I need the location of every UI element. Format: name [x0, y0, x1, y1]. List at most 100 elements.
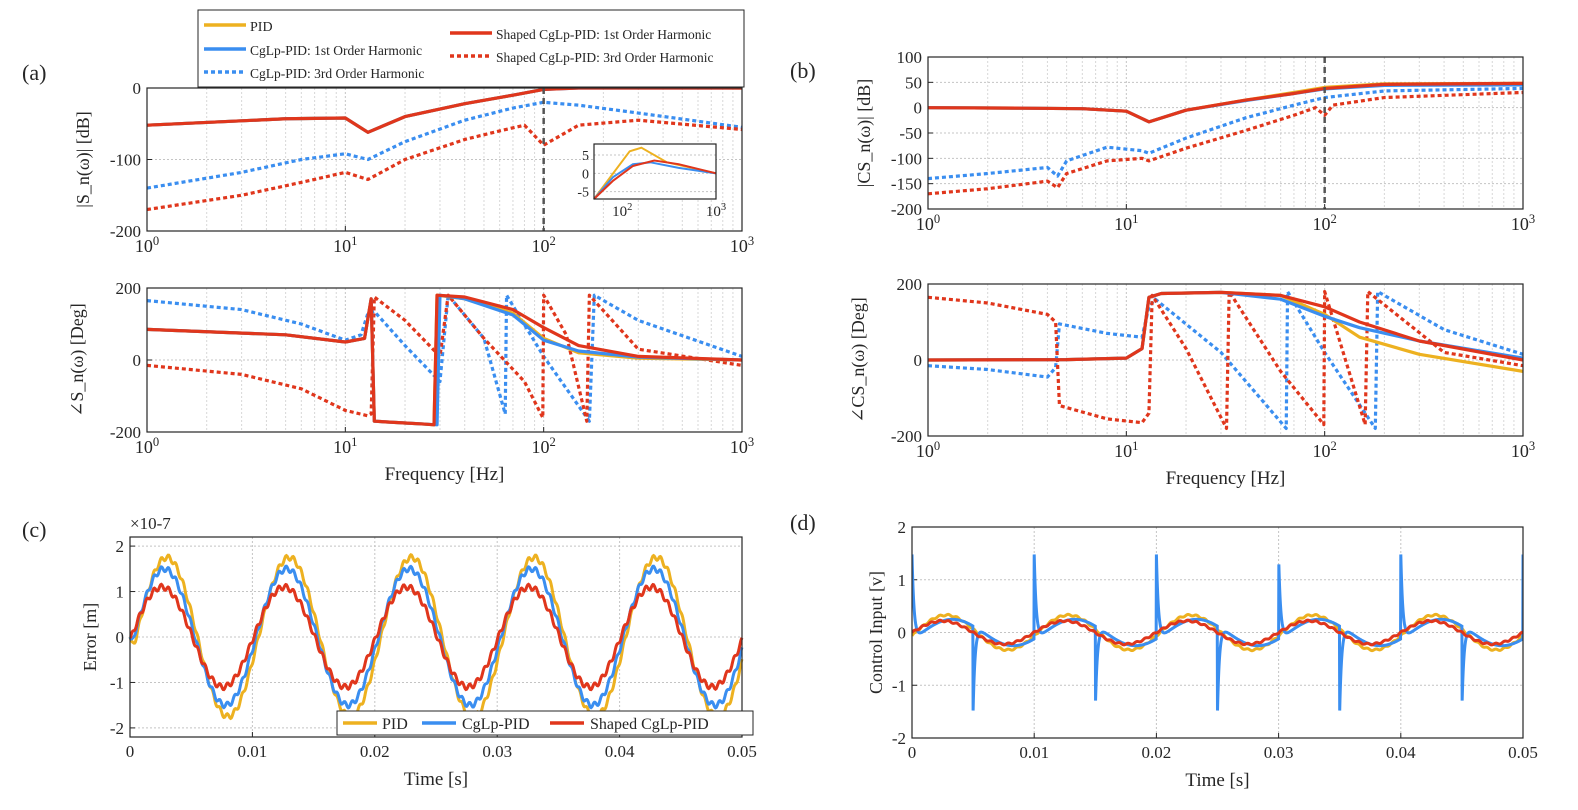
legend-label-cglp-3rd: CgLp-PID: 3rd Order Harmonic: [250, 66, 424, 81]
x-tick-label: 0.01: [1019, 743, 1049, 762]
x-tick-label: 0.03: [482, 742, 512, 761]
y-tick-label: -2: [110, 719, 124, 738]
y-tick-label: -200: [110, 222, 141, 241]
series-group: [147, 88, 742, 212]
x-tick-label: 103: [1511, 439, 1535, 461]
panel-label-d: (d): [790, 510, 816, 535]
inset-series-shaped: [593, 159, 717, 200]
y-tick-label: 100: [897, 48, 923, 67]
x-tick-label: 102: [1313, 439, 1337, 461]
y-axis-label: Error [m]: [80, 603, 100, 671]
y-tick-label: 0: [914, 99, 923, 118]
y-axis-label: ∠S_n(ω) [Deg]: [67, 303, 88, 416]
axes-box: [927, 283, 1524, 437]
x-tick-label: 0.04: [1386, 743, 1416, 762]
series-line-shaped-cglp-pid: [129, 582, 744, 692]
y-tick-label: -200: [891, 427, 922, 446]
x-tick-label: 0.03: [1264, 743, 1294, 762]
y-axis-label: ∠CS_n(ω) [Deg]: [848, 297, 869, 422]
y-tick-label: 0: [116, 628, 125, 647]
x-tick-label: 0: [126, 742, 135, 761]
legend-label-shaped-3rd: Shaped CgLp-PID: 3rd Order Harmonic: [496, 50, 713, 65]
x-axis-label: Time [s]: [1185, 770, 1249, 791]
x-tick-label: 0.05: [1508, 743, 1538, 762]
axes-a_phase: 100 101 102 103 200 0 -200 ∠S_n(ω) [Deg] Frequen…: [67, 279, 754, 485]
legend-bottom-label-pid: PID: [382, 716, 408, 733]
axes-b_phase: 100 101 102 103 200 0 -200 ∠CS_n(ω) [Deg] Freque…: [848, 275, 1535, 489]
x-tick-label: 0.02: [1142, 743, 1172, 762]
series-line-cglp-pid-1st: [928, 290, 1523, 362]
inset-x-tick-label: 103: [706, 202, 726, 220]
y-axis-label: |S_n(ω)| [dB]: [73, 111, 94, 208]
y-tick-label: 200: [116, 279, 142, 298]
y-tick-label: -50: [899, 124, 922, 143]
legend-bottom-label-cglp: CgLp-PID: [462, 716, 530, 733]
series-group: [912, 554, 1523, 711]
y-tick-label: 2: [898, 518, 907, 537]
y-tick-label: -200: [110, 423, 141, 442]
series-line-pid: [147, 88, 742, 134]
y-tick-label: -2: [892, 729, 906, 748]
series-line-cglp-pid-3rd: [147, 293, 742, 423]
y-tick-label: 1: [116, 583, 125, 602]
y-tick-label: 50: [905, 73, 922, 92]
x-tick-label: 100: [916, 439, 940, 461]
series-group: [928, 81, 1523, 196]
series-line-shaped-3rd: [147, 118, 742, 212]
series-group: [147, 293, 742, 427]
panel-label-a: (a): [22, 60, 46, 85]
series-group: [928, 290, 1523, 430]
y-tick-label: -100: [110, 151, 141, 170]
axes-box: [146, 87, 743, 232]
legend-top: PID CgLp-PID: 1st Order Harmonic CgLp-PI…: [197, 9, 745, 88]
y-axis-label: Control Input [v]: [866, 571, 886, 694]
inset-y-tick-label: 0: [582, 167, 589, 182]
y-tick-label: 1: [898, 571, 907, 590]
y-tick-label: 0: [914, 351, 923, 370]
x-tick-label: 0: [908, 743, 917, 762]
x-axis-label: Time [s]: [404, 769, 468, 790]
y-tick-label: 200: [897, 275, 923, 294]
y-tick-label: -200: [891, 200, 922, 219]
x-tick-label: 101: [333, 435, 357, 457]
axes-box: [146, 287, 743, 433]
x-tick-label: 0.04: [605, 742, 635, 761]
legend-top-box: [197, 9, 745, 88]
legend-bottom: PID CgLp-PID Shaped CgLp-PID: [336, 710, 754, 736]
axes-b_mag: 100 101 102 103 100 50 0 -50 -100 -150 -200 |CS_n(ω…: [854, 48, 1535, 234]
series-line-cglp-pid-1st: [147, 88, 742, 134]
series-line-shaped-1st: [928, 290, 1523, 362]
x-tick-label: 0.02: [360, 742, 390, 761]
series-line-shaped-1st: [147, 88, 742, 134]
x-tick-label: 100: [135, 234, 159, 256]
y-tick-label: -150: [891, 175, 922, 194]
series-line-pid: [128, 552, 744, 722]
series-line-cglp-pid: [128, 564, 744, 710]
x-tick-label: 101: [1114, 439, 1138, 461]
series-line-cglp-pid: [912, 554, 1523, 711]
y-tick-label: 2: [116, 537, 125, 556]
x-tick-label: 102: [532, 234, 556, 256]
axes-d_control: 0 0.01 0.02 0.03 0.04 0.05 2 1 0 -1 -2 Control Inpu…: [866, 518, 1538, 791]
series-line-shaped-3rd: [928, 290, 1523, 430]
legend-label-pid: PID: [250, 20, 273, 35]
series-line-shaped-3rd: [928, 90, 1523, 196]
legend-bottom-box: [336, 710, 754, 736]
axes-c_error: 0 0.01 0.02 0.03 0.04 0.05 2 1 0 -1 -2 Error [m] Tim…: [80, 514, 757, 790]
x-tick-label: 100: [135, 435, 159, 457]
x-tick-label: 100: [916, 212, 940, 234]
x-axis-label: Frequency [Hz]: [1166, 468, 1286, 489]
series-line-shaped-1st: [147, 293, 742, 427]
x-tick-label: 103: [730, 234, 754, 256]
inset-y-tick-label: -5: [577, 186, 589, 201]
inset-x-tick-label: 102: [612, 202, 632, 220]
x-tick-label: 101: [1114, 212, 1138, 234]
x-tick-label: 102: [532, 435, 556, 457]
series-line-shaped-1st: [928, 81, 1523, 124]
series-line-cglp-pid-3rd: [928, 86, 1523, 181]
y-axis-label: |CS_n(ω)| [dB]: [854, 79, 875, 188]
x-tick-label: 103: [730, 435, 754, 457]
axes-box: [911, 526, 1524, 739]
